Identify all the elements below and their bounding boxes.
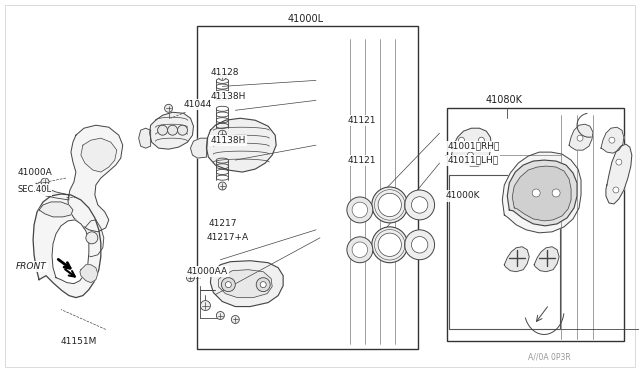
Polygon shape: [601, 127, 624, 153]
Circle shape: [412, 197, 428, 213]
Bar: [447, 108, 624, 341]
Text: 41138H: 41138H: [211, 92, 246, 101]
Circle shape: [372, 187, 408, 223]
Text: 41217: 41217: [209, 219, 237, 228]
Polygon shape: [508, 160, 577, 226]
Polygon shape: [218, 270, 272, 298]
Circle shape: [200, 301, 211, 311]
Circle shape: [37, 182, 45, 190]
Circle shape: [256, 278, 270, 292]
Circle shape: [616, 159, 622, 165]
Text: 41000L: 41000L: [288, 14, 324, 24]
Text: 41044: 41044: [184, 100, 212, 109]
Circle shape: [577, 135, 583, 141]
Circle shape: [231, 315, 239, 324]
Polygon shape: [150, 112, 193, 149]
Polygon shape: [504, 247, 529, 272]
Circle shape: [177, 125, 188, 135]
Circle shape: [218, 73, 227, 80]
Text: 41000K: 41000K: [445, 192, 480, 201]
Circle shape: [225, 282, 231, 288]
Polygon shape: [211, 261, 283, 307]
Polygon shape: [534, 247, 559, 272]
Polygon shape: [569, 124, 593, 150]
Circle shape: [532, 189, 540, 197]
Circle shape: [467, 152, 474, 158]
Circle shape: [458, 137, 465, 143]
Polygon shape: [52, 220, 89, 283]
Circle shape: [347, 197, 373, 223]
Polygon shape: [81, 138, 116, 172]
Circle shape: [347, 237, 373, 263]
Polygon shape: [191, 138, 207, 158]
Circle shape: [221, 278, 236, 292]
Bar: [449, 175, 560, 330]
Text: 41000AA: 41000AA: [186, 267, 228, 276]
Polygon shape: [139, 128, 150, 148]
Polygon shape: [36, 183, 69, 200]
Circle shape: [41, 178, 49, 186]
Circle shape: [404, 190, 435, 220]
Text: 41000A: 41000A: [17, 167, 52, 177]
Circle shape: [372, 227, 408, 263]
Polygon shape: [606, 144, 632, 204]
Circle shape: [168, 125, 177, 135]
Bar: [198, 26, 418, 349]
Text: 41217+A: 41217+A: [207, 233, 248, 242]
Text: A//0A 0P3R: A//0A 0P3R: [528, 353, 570, 362]
Polygon shape: [80, 265, 98, 283]
Circle shape: [613, 187, 619, 193]
Text: 41121: 41121: [348, 116, 376, 125]
Polygon shape: [39, 202, 73, 217]
Polygon shape: [451, 128, 492, 166]
Circle shape: [352, 202, 367, 218]
Text: 41121: 41121: [348, 155, 376, 164]
Polygon shape: [68, 125, 123, 232]
Circle shape: [164, 104, 173, 112]
Text: 41001〈RH〉: 41001〈RH〉: [447, 142, 500, 151]
Text: 41080K: 41080K: [486, 95, 523, 105]
Circle shape: [404, 230, 435, 260]
Circle shape: [86, 232, 98, 244]
Circle shape: [260, 282, 266, 288]
Circle shape: [186, 274, 195, 282]
Circle shape: [479, 137, 484, 143]
Circle shape: [378, 233, 401, 256]
Circle shape: [352, 242, 367, 257]
Text: 41128: 41128: [211, 68, 239, 77]
Circle shape: [412, 237, 428, 253]
Text: 41151M: 41151M: [61, 337, 97, 346]
Polygon shape: [207, 118, 276, 172]
Circle shape: [609, 137, 615, 143]
Polygon shape: [512, 166, 571, 221]
Text: 41138H: 41138H: [211, 136, 246, 145]
Polygon shape: [80, 220, 104, 257]
Text: 41011〈LH〉: 41011〈LH〉: [447, 155, 499, 164]
Text: FRONT: FRONT: [16, 262, 47, 271]
Circle shape: [378, 193, 401, 217]
Polygon shape: [502, 152, 581, 233]
Circle shape: [157, 125, 168, 135]
Polygon shape: [33, 194, 101, 298]
Circle shape: [218, 130, 227, 138]
Circle shape: [552, 189, 560, 197]
Circle shape: [218, 182, 227, 190]
Text: SEC.40L: SEC.40L: [17, 186, 51, 195]
Circle shape: [216, 311, 225, 320]
